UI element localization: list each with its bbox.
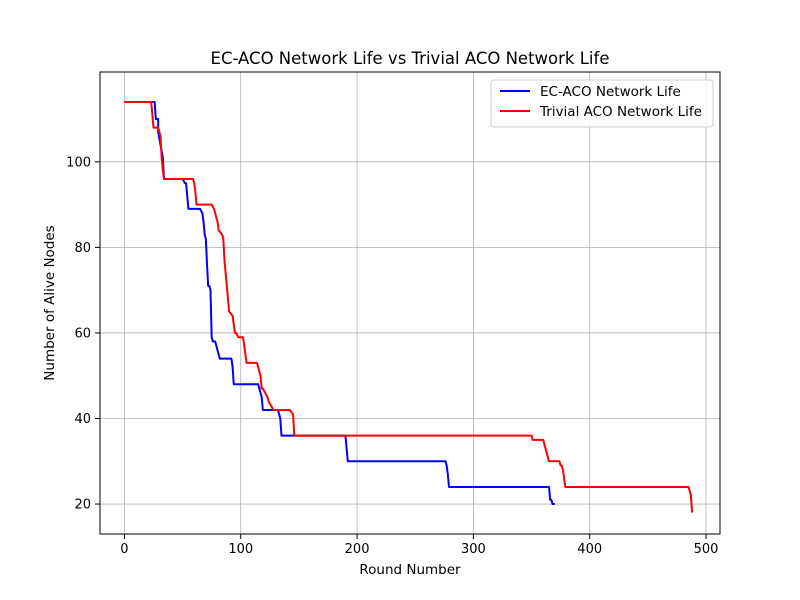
y-tick-label: 40: [74, 412, 91, 427]
y-axis-label: Number of Alive Nodes: [42, 225, 58, 380]
axis-ticks: 0 100 200 300 400 500 20 40 60 80 100: [66, 155, 718, 557]
series-line-trivial-aco: [124, 100, 694, 513]
series-line-ec-aco: [124, 100, 555, 506]
legend: EC-ACO Network Life Trivial ACO Network …: [490, 79, 714, 128]
y-tick-label: 20: [74, 498, 91, 513]
x-tick-label: 500: [694, 542, 719, 557]
y-tick-label: 80: [74, 241, 91, 256]
legend-box: [490, 79, 714, 128]
x-tick-label: 400: [577, 542, 602, 557]
x-tick-label: 300: [461, 542, 486, 557]
x-tick-label: 100: [228, 542, 253, 557]
y-tick-label: 100: [66, 155, 91, 170]
x-axis-label: Round Number: [359, 562, 461, 578]
x-tick-label: 200: [345, 542, 370, 557]
x-tick-label: 0: [120, 542, 128, 557]
y-tick-label: 60: [74, 326, 91, 341]
series-layer: [124, 100, 694, 513]
legend-label-trivial-aco: Trivial ACO Network Life: [539, 104, 702, 120]
plot-frame: [99, 71, 721, 535]
chart-title: EC-ACO Network Life vs Trivial ACO Netwo…: [211, 49, 610, 68]
legend-label-ec-aco: EC-ACO Network Life: [540, 84, 681, 100]
grid-lines: [100, 72, 720, 534]
plot-area: [100, 72, 720, 534]
